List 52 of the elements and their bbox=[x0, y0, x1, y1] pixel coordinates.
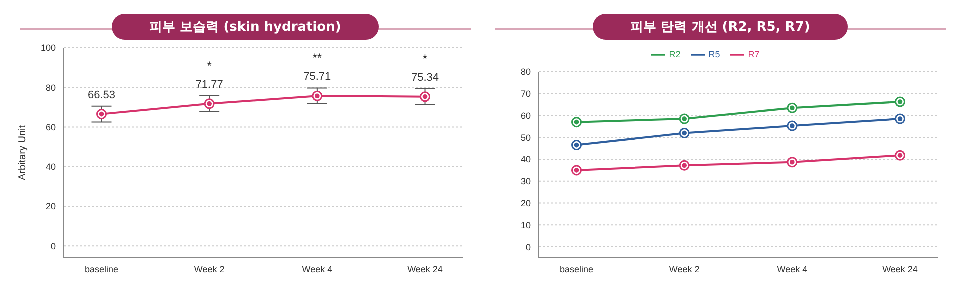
data-label: 66.53 bbox=[88, 89, 116, 102]
x-tick-label: Week 4 bbox=[302, 264, 333, 274]
point bbox=[571, 165, 582, 176]
annotation: * bbox=[207, 58, 212, 73]
point bbox=[679, 114, 690, 124]
point bbox=[787, 157, 798, 168]
point bbox=[96, 109, 107, 120]
x-tick-label: baseline bbox=[560, 264, 594, 274]
y-tick-label: 0 bbox=[50, 241, 56, 252]
data-label: 75.34 bbox=[411, 72, 440, 84]
x-tick-label: Week 24 bbox=[882, 264, 918, 274]
point bbox=[679, 128, 690, 139]
y-tick-label: 20 bbox=[520, 198, 531, 208]
x-tick-label: Week 2 bbox=[669, 264, 700, 274]
x-tick-label: Week 2 bbox=[194, 264, 225, 274]
y-tick-label: 80 bbox=[46, 82, 56, 93]
legend-label: R5 bbox=[708, 49, 720, 60]
x-tick-label: baseline bbox=[84, 264, 119, 274]
y-tick-label: 60 bbox=[46, 122, 56, 132]
chart-title: 피부 탄력 개선 (R2, R5, R7) bbox=[592, 14, 848, 40]
point bbox=[787, 102, 798, 114]
y-tick-label: 10 bbox=[520, 220, 531, 230]
chart-title: 피부 보습력 (skin hydration) bbox=[112, 14, 380, 40]
point bbox=[312, 90, 323, 102]
y-tick-label: 30 bbox=[520, 176, 531, 187]
y-tick-label: 50 bbox=[520, 132, 531, 143]
data-label: 75.71 bbox=[304, 71, 332, 84]
y-tick-label: 40 bbox=[46, 162, 56, 172]
y-tick-label: 100 bbox=[40, 43, 56, 54]
point bbox=[895, 114, 906, 124]
annotation: ** bbox=[312, 51, 322, 66]
legend-label: R2 bbox=[669, 49, 681, 60]
y-tick-label: 0 bbox=[526, 242, 531, 252]
data-label: 71.77 bbox=[196, 78, 224, 91]
y-axis-title: Arbitary Unit bbox=[18, 125, 29, 181]
annotation: * bbox=[422, 52, 428, 66]
point bbox=[787, 120, 798, 132]
x-tick-label: Week 24 bbox=[408, 264, 443, 274]
x-tick-label: Week 4 bbox=[777, 264, 808, 274]
point bbox=[895, 96, 906, 108]
point bbox=[204, 98, 215, 110]
point bbox=[571, 117, 582, 128]
y-tick-label: 20 bbox=[46, 202, 56, 212]
point bbox=[895, 150, 906, 161]
y-tick-label: 40 bbox=[520, 154, 531, 165]
point bbox=[679, 160, 690, 171]
point bbox=[571, 140, 582, 151]
legend-label: R7 bbox=[748, 49, 760, 60]
y-tick-label: 60 bbox=[520, 110, 531, 121]
y-tick-label: 80 bbox=[520, 67, 531, 78]
point bbox=[420, 92, 431, 102]
y-tick-label: 70 bbox=[520, 89, 531, 100]
